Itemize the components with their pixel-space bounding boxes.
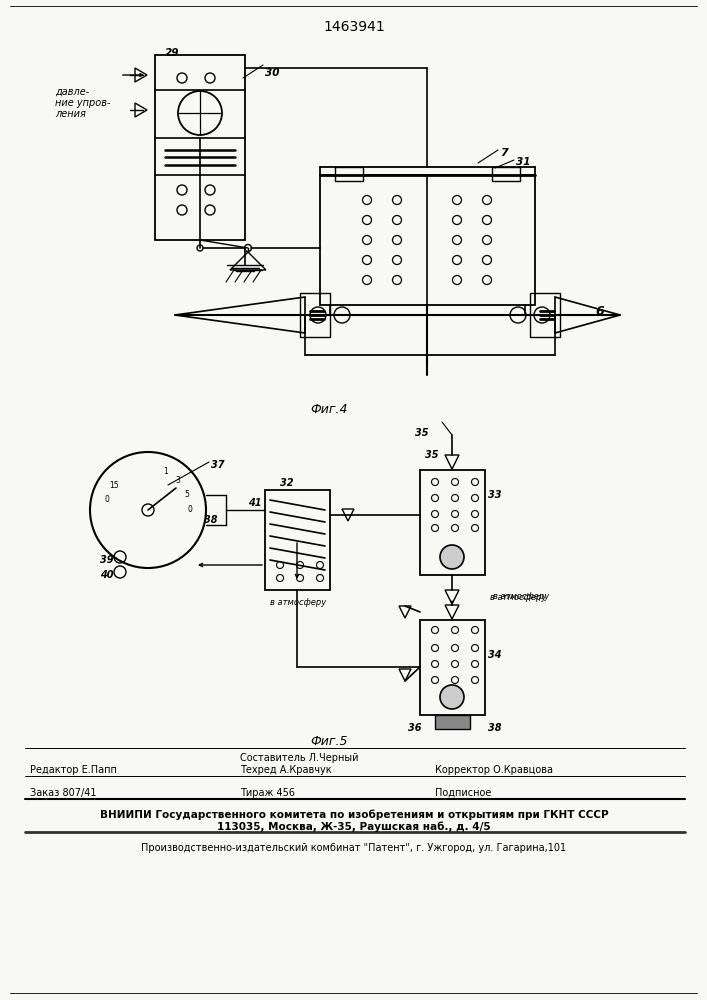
Text: Заказ 807/41: Заказ 807/41 bbox=[30, 788, 96, 798]
Text: Корректор О.Кравцова: Корректор О.Кравцова bbox=[435, 765, 553, 775]
Text: в атмосферу: в атмосферу bbox=[493, 592, 549, 601]
Text: Составитель Л.Черный: Составитель Л.Черный bbox=[240, 753, 358, 763]
Bar bbox=[320, 175, 535, 305]
Bar bbox=[435, 715, 470, 729]
Text: 33: 33 bbox=[488, 490, 501, 500]
Text: 15: 15 bbox=[109, 481, 118, 490]
Text: 30: 30 bbox=[265, 68, 279, 78]
Text: 38: 38 bbox=[204, 515, 218, 525]
Text: Фиг.5: Фиг.5 bbox=[310, 735, 348, 748]
Text: 36: 36 bbox=[408, 723, 421, 733]
Bar bbox=[265, 490, 330, 590]
Text: ления: ления bbox=[55, 109, 86, 119]
Text: Тираж 456: Тираж 456 bbox=[240, 788, 295, 798]
Text: Производственно-издательский комбинат "Патент", г. Ужгород, ул. Гагарина,101: Производственно-издательский комбинат "П… bbox=[141, 843, 566, 853]
Text: 3: 3 bbox=[175, 476, 180, 485]
Text: 35: 35 bbox=[415, 428, 428, 438]
Text: 37: 37 bbox=[211, 460, 225, 470]
Bar bbox=[420, 470, 485, 575]
Circle shape bbox=[142, 504, 154, 516]
Bar bbox=[492, 167, 520, 181]
Text: Редактор Е.Папп: Редактор Е.Папп bbox=[30, 765, 117, 775]
Text: 41: 41 bbox=[248, 498, 262, 508]
Bar bbox=[300, 293, 330, 337]
Circle shape bbox=[440, 545, 464, 569]
Bar bbox=[155, 55, 245, 240]
Text: в атмосферу: в атмосферу bbox=[270, 598, 326, 607]
Text: ВНИИПИ Государственного комитета по изобретениям и открытиям при ГКНТ СССР: ВНИИПИ Государственного комитета по изоб… bbox=[100, 810, 608, 820]
Text: в атмосферу: в атмосферу bbox=[490, 593, 547, 602]
Text: давле-: давле- bbox=[55, 87, 89, 97]
Text: 35: 35 bbox=[425, 450, 438, 460]
Text: 113035, Москва, Ж-35, Раушская наб., д. 4/5: 113035, Москва, Ж-35, Раушская наб., д. … bbox=[217, 822, 491, 832]
Text: 1: 1 bbox=[163, 467, 168, 476]
Bar bbox=[420, 620, 485, 715]
Text: 5: 5 bbox=[185, 490, 189, 499]
Bar bbox=[530, 293, 560, 337]
Text: ние упров-: ние упров- bbox=[55, 98, 110, 108]
Text: Подписное: Подписное bbox=[435, 788, 491, 798]
Text: Техред А.Кравчук: Техред А.Кравчук bbox=[240, 765, 332, 775]
Text: 0: 0 bbox=[105, 495, 110, 504]
Text: 29: 29 bbox=[165, 48, 180, 58]
Text: 0: 0 bbox=[187, 506, 192, 514]
Text: 38: 38 bbox=[488, 723, 501, 733]
Text: 1463941: 1463941 bbox=[323, 20, 385, 34]
Text: Фиг.4: Фиг.4 bbox=[310, 403, 348, 416]
Bar bbox=[335, 167, 363, 181]
Circle shape bbox=[440, 685, 464, 709]
Text: 39: 39 bbox=[100, 555, 114, 565]
Text: 6: 6 bbox=[595, 305, 604, 318]
Text: 32: 32 bbox=[280, 478, 293, 488]
Text: 7: 7 bbox=[500, 148, 508, 158]
Text: 31: 31 bbox=[516, 157, 530, 167]
Text: 40: 40 bbox=[100, 570, 114, 580]
Text: 34: 34 bbox=[488, 650, 501, 660]
